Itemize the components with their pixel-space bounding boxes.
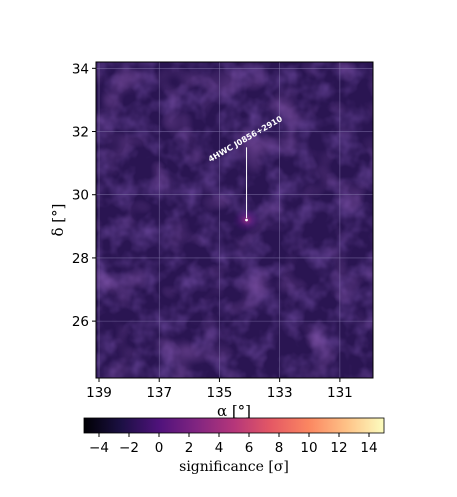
colorbar-tick-label: 8 — [275, 440, 284, 456]
y-tick-label: 30 — [72, 188, 89, 204]
colorbar-tick-label: 12 — [330, 440, 347, 456]
plot-frame — [95, 61, 374, 379]
y-tick-label: 34 — [72, 61, 89, 77]
x-tick-label: 135 — [207, 385, 233, 401]
y-tick-label: 32 — [72, 125, 89, 141]
colorbar: −4 −2 0 2 4 6 8 10 12 14 significance [σ] — [83, 417, 385, 475]
colorbar-ticks: −4 −2 0 2 4 6 8 10 12 14 — [89, 433, 378, 456]
colorbar-label: significance [σ] — [179, 459, 289, 475]
colorbar-tick-label: 4 — [215, 440, 224, 456]
colorbar-tick-label: 10 — [300, 440, 317, 456]
x-tick-label: 137 — [146, 385, 172, 401]
y-tick-label: 26 — [72, 314, 89, 330]
y-tick-label: 28 — [72, 251, 89, 267]
colorbar-tick-label: 2 — [185, 440, 194, 456]
colorbar-gradient — [83, 417, 385, 434]
x-axis: 139 137 135 133 131 — [86, 378, 353, 401]
colorbar-tick-label: 6 — [245, 440, 254, 456]
significance-map — [96, 62, 373, 378]
colorbar-tick-label: −4 — [89, 440, 109, 456]
y-axis: 26 28 30 32 34 — [72, 61, 96, 330]
grid — [96, 62, 373, 378]
colorbar-tick-label: 14 — [360, 440, 377, 456]
x-tick-label: 139 — [86, 385, 112, 401]
colorbar-tick-label: 0 — [155, 440, 164, 456]
y-axis-label: δ [°] — [49, 203, 67, 236]
source-marker — [245, 218, 248, 222]
x-tick-label: 131 — [327, 385, 353, 401]
colorbar-tick-label: −2 — [119, 440, 139, 456]
x-axis-label: α [°] — [217, 402, 251, 420]
x-tick-label: 133 — [267, 385, 293, 401]
